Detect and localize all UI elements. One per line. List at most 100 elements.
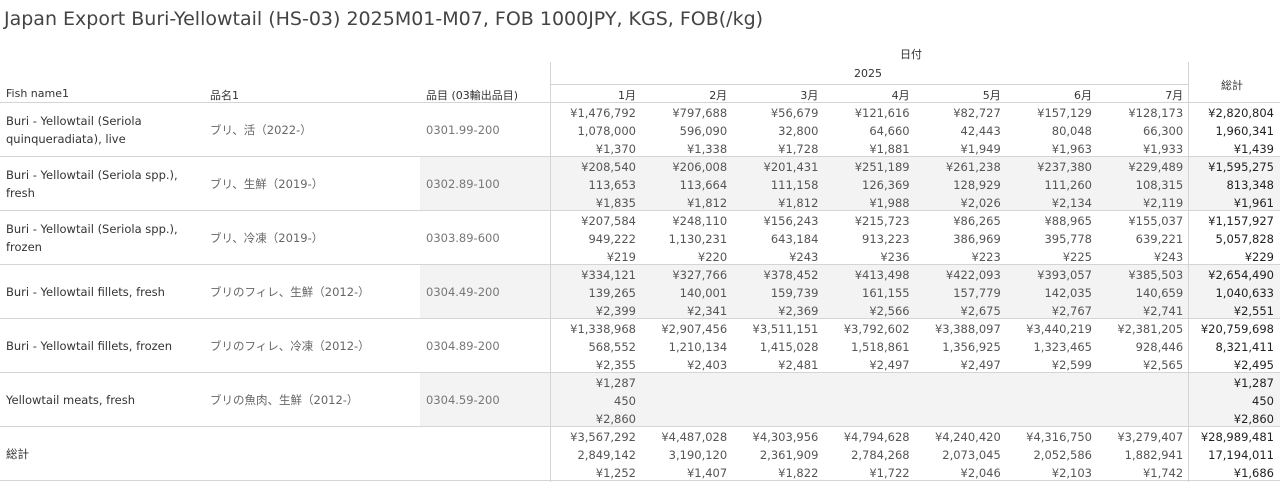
fish-name: Buri - Yellowtail fillets, fresh xyxy=(6,284,165,299)
price-per-kg: ¥223 xyxy=(971,250,1001,264)
month-value-cell: ¥327,766 140,001 ¥2,341 xyxy=(641,266,727,320)
quantity-kg xyxy=(824,392,910,410)
total-price-per-kg: ¥1,686 xyxy=(1233,466,1274,480)
total-quantity-kg: 1,960,341 xyxy=(1215,124,1274,138)
price-per-kg: ¥2,369 xyxy=(778,304,819,318)
month-value-cell: ¥248,110 1,130,231 ¥220 xyxy=(641,212,728,266)
month-header[interactable]: 1月 xyxy=(618,89,636,102)
item-code: 0302.89-100 xyxy=(426,176,500,191)
item-code: 0304.49-200 xyxy=(426,284,500,299)
fish-name: Buri - Yellowtail (Seriola quinqueradiat… xyxy=(6,113,142,146)
month-value-cell xyxy=(1006,374,1092,428)
price-per-kg: ¥1,252 xyxy=(595,466,636,480)
quantity-kg xyxy=(641,392,727,410)
price-per-kg: ¥1,812 xyxy=(778,196,819,210)
month-value-cell: ¥229,489 108,315 ¥2,119 xyxy=(1097,158,1183,212)
total-fob-value: ¥1,595,275 xyxy=(1208,160,1274,174)
fob-value: ¥3,567,292 xyxy=(570,430,636,444)
month-value-cell: ¥251,189 126,369 ¥1,988 xyxy=(824,158,910,212)
total-price-per-kg: ¥1,439 xyxy=(1233,142,1274,156)
column-header-fish-name[interactable]: Fish name1 xyxy=(6,87,69,100)
month-value-cell: ¥237,380 111,260 ¥2,134 xyxy=(1006,158,1092,212)
month-header[interactable]: 7月 xyxy=(1165,89,1184,102)
fob-value: ¥215,723 xyxy=(854,214,910,228)
fob-value: ¥248,110 xyxy=(672,214,728,228)
price-per-kg: ¥1,881 xyxy=(869,142,910,156)
quantity-kg: 928,446 xyxy=(1135,340,1184,354)
column-divider xyxy=(1188,62,1189,482)
fob-value: ¥237,380 xyxy=(1037,160,1092,174)
month-value-cell: ¥1,287 450 ¥2,860 xyxy=(550,374,636,428)
total-quantity-kg: 450 xyxy=(1252,394,1274,408)
price-per-kg: ¥1,722 xyxy=(869,466,910,480)
fish-name: Buri - Yellowtail fillets, frozen xyxy=(6,338,173,353)
quantity-kg: 643,184 xyxy=(770,232,819,246)
month-header[interactable]: 2月 xyxy=(709,89,728,102)
fob-value: ¥3,388,097 xyxy=(934,322,1001,336)
price-per-kg xyxy=(1097,410,1183,428)
total-fob-value: ¥28,989,481 xyxy=(1200,430,1274,444)
price-per-kg xyxy=(641,410,727,428)
price-per-kg xyxy=(915,410,1001,428)
item-code: 0303.89-600 xyxy=(426,230,500,245)
price-per-kg: ¥2,860 xyxy=(595,412,636,426)
month-value-cell: ¥422,093 157,779 ¥2,675 xyxy=(915,266,1001,320)
quantity-kg: 450 xyxy=(614,394,636,408)
quantity-kg: 1,323,465 xyxy=(1033,340,1092,354)
price-per-kg: ¥220 xyxy=(697,250,728,264)
month-header[interactable]: 5月 xyxy=(982,89,1001,102)
fob-value xyxy=(641,374,727,392)
price-per-kg xyxy=(732,410,818,428)
fob-value: ¥156,243 xyxy=(763,214,819,228)
price-per-kg: ¥1,370 xyxy=(595,142,636,156)
fish-name: Buri - Yellowtail (Seriola spp.), fresh xyxy=(6,167,178,200)
price-per-kg: ¥219 xyxy=(606,250,636,264)
quantity-kg: 2,073,045 xyxy=(942,448,1001,462)
column-divider xyxy=(550,62,551,482)
column-header-jp-name[interactable]: 品名1 xyxy=(210,89,239,102)
page-title: Japan Export Buri-Yellowtail (HS-03) 202… xyxy=(4,8,764,30)
price-per-kg: ¥1,338 xyxy=(686,142,728,156)
total-fob-value: ¥2,820,804 xyxy=(1208,106,1274,120)
row-shading xyxy=(420,265,1280,318)
month-header[interactable]: 6月 xyxy=(1074,89,1092,102)
month-value-cell: ¥86,265 386,969 ¥223 xyxy=(915,212,1001,266)
month-value-cell: ¥797,688 596,090 ¥1,338 xyxy=(641,104,727,158)
price-per-kg: ¥2,481 xyxy=(778,358,819,372)
total-value-cell: ¥2,654,490 1,040,633 ¥2,551 xyxy=(1188,266,1274,320)
price-per-kg: ¥1,822 xyxy=(778,466,819,480)
quantity-kg: 2,361,909 xyxy=(759,448,819,462)
fob-value: ¥3,511,151 xyxy=(752,322,819,336)
month-header[interactable]: 4月 xyxy=(891,89,910,102)
quantity-kg: 596,090 xyxy=(679,124,728,138)
quantity-kg: 2,849,142 xyxy=(577,448,636,462)
price-per-kg: ¥2,403 xyxy=(686,358,728,372)
total-price-per-kg: ¥2,860 xyxy=(1233,412,1274,426)
total-price-per-kg: ¥2,495 xyxy=(1233,358,1274,372)
price-per-kg: ¥1,949 xyxy=(960,142,1001,156)
fob-value: ¥2,907,456 xyxy=(661,322,728,336)
table-row: Buri - Yellowtail (Seriola quinqueradiat… xyxy=(0,103,1280,157)
price-per-kg: ¥1,988 xyxy=(869,196,910,210)
quantity-kg: 108,315 xyxy=(1135,178,1184,192)
total-fob-value: ¥2,654,490 xyxy=(1208,268,1274,282)
fob-value: ¥3,792,602 xyxy=(843,322,910,336)
table-row: Yellowtail meats, fresh ブリの魚肉、生鮮（2012-） 03… xyxy=(0,373,1280,427)
quantity-kg: 913,223 xyxy=(862,232,910,246)
jp-name: ブリのフィレ、冷凍（2012-） xyxy=(210,338,370,353)
price-per-kg: ¥2,565 xyxy=(1142,358,1184,372)
month-value-cell: ¥121,616 64,660 ¥1,881 xyxy=(824,104,910,158)
quantity-kg: 140,001 xyxy=(679,286,728,300)
table-row: Buri - Yellowtail fillets, frozen ブリのフィレ、… xyxy=(0,319,1280,373)
fob-value: ¥208,540 xyxy=(581,160,636,174)
fob-value: ¥4,794,628 xyxy=(843,430,910,444)
month-header[interactable]: 3月 xyxy=(800,89,819,102)
grand-total-header[interactable]: 総計 xyxy=(1221,79,1243,92)
price-per-kg: ¥243 xyxy=(1153,250,1184,264)
fob-value: ¥1,338,968 xyxy=(570,322,636,336)
column-header-item-code[interactable]: 品目 (03輸出品目) xyxy=(426,89,519,102)
total-price-per-kg: ¥2,551 xyxy=(1233,304,1274,318)
fob-value: ¥327,766 xyxy=(672,268,728,282)
quantity-kg: 140,659 xyxy=(1135,286,1184,300)
quantity-kg xyxy=(1006,392,1092,410)
